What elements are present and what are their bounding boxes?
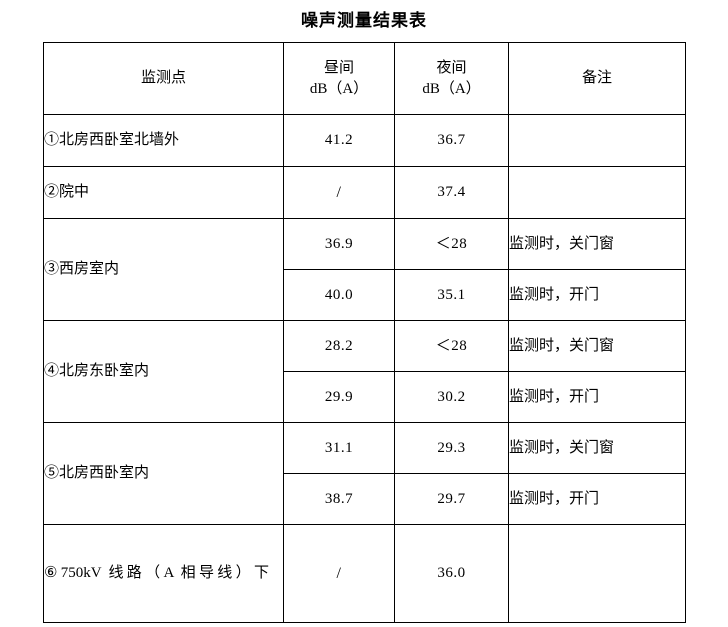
cell-daytime-value: 40.0 [283,269,395,321]
table-row: ①北房西卧室北墙外 41.2 36.7 [43,114,686,167]
table-row: 40.0 35.1 监测时，开门 [44,269,686,321]
cell-nighttime-value: 29.7 [394,473,509,525]
header-daytime-lines: 昼间 dB（A） [284,58,394,99]
header-nighttime-label: 夜间 [436,60,467,77]
cell-nighttime-value: 30.2 [394,371,509,423]
cell-remark [508,524,686,623]
cell-monitoring-point: ③西房室内 [43,218,284,321]
cell-daytime-value: 28.2 [283,320,395,372]
cell-monitoring-point: ④北房东卧室内 [43,320,284,423]
header-cell-nighttime: 夜间 dB（A） [394,42,509,115]
header-cell-point: 监测点 [43,42,284,115]
cell-monitoring-point: ⑥750kV 线路（A 相导线）下 [43,524,284,623]
header-daytime-label: 昼间 [323,60,354,77]
header-cell-daytime: 昼间 dB（A） [283,42,395,115]
cell-remark [508,114,686,167]
table-row: 29.9 30.2 监测时，开门 [44,371,686,423]
cell-nighttime-value: ＜28 [394,320,509,372]
cell-remark [508,166,686,219]
header-daytime-unit: dB（A） [309,80,369,97]
header-cell-remark: 备注 [508,42,686,115]
cell-remark: 监测时，关门窗 [508,320,686,372]
table-row: ②院中 / 37.4 [43,166,686,219]
cell-daytime-value: 41.2 [283,114,395,167]
noise-results-table: 监测点 昼间 dB（A） 夜间 dB（A） 备注 [43,42,686,623]
cell-daytime-value: 29.9 [283,371,395,423]
cell-remark: 监测时，关门窗 [508,422,686,474]
cell-remark: 监测时，开门 [508,473,686,525]
header-nighttime-lines: 夜间 dB（A） [395,58,508,99]
cell-nighttime-value: 37.4 [394,166,509,219]
cell-monitoring-point-text: ⑥750kV 线路（A 相导线）下 [44,565,269,582]
cell-daytime-value: 36.9 [283,218,395,270]
header-nighttime-unit: dB（A） [422,80,481,97]
cell-nighttime-value: 36.7 [394,114,509,167]
cell-monitoring-point: ①北房西卧室北墙外 [43,114,284,167]
table-row: ③西房室内 36.9 ＜28 监测时，关门窗 [43,218,686,321]
noise-results-table-container: 监测点 昼间 dB（A） 夜间 dB（A） 备注 [43,42,686,623]
cell-nighttime-value: 29.3 [394,422,509,474]
table-row: ⑤北房西卧室内 31.1 29.3 监测时，关门窗 [43,422,686,525]
cell-daytime-value: / [283,524,395,623]
cell-daytime-value: / [283,166,395,219]
cell-daytime-value: 38.7 [283,473,395,525]
cell-remark: 监测时，开门 [508,269,686,321]
cell-remark: 监测时，关门窗 [508,218,686,270]
cell-nighttime-value: 35.1 [394,269,509,321]
cell-nighttime-value: 36.0 [394,524,509,623]
table-row: ⑥750kV 线路（A 相导线）下 / 36.0 [43,524,686,623]
table-row: ④北房东卧室内 28.2 ＜28 监测时，关门窗 [43,320,686,423]
cell-daytime-value: 31.1 [283,422,395,474]
cell-monitoring-point: ②院中 [43,166,284,219]
page-title: 噪声测量结果表 [301,11,427,30]
table-row: 38.7 29.7 监测时，开门 [44,473,686,525]
table-header-row: 监测点 昼间 dB（A） 夜间 dB（A） 备注 [43,42,686,115]
cell-nighttime-value: ＜28 [394,218,509,270]
cell-remark: 监测时，开门 [508,371,686,423]
cell-monitoring-point: ⑤北房西卧室内 [43,422,284,525]
